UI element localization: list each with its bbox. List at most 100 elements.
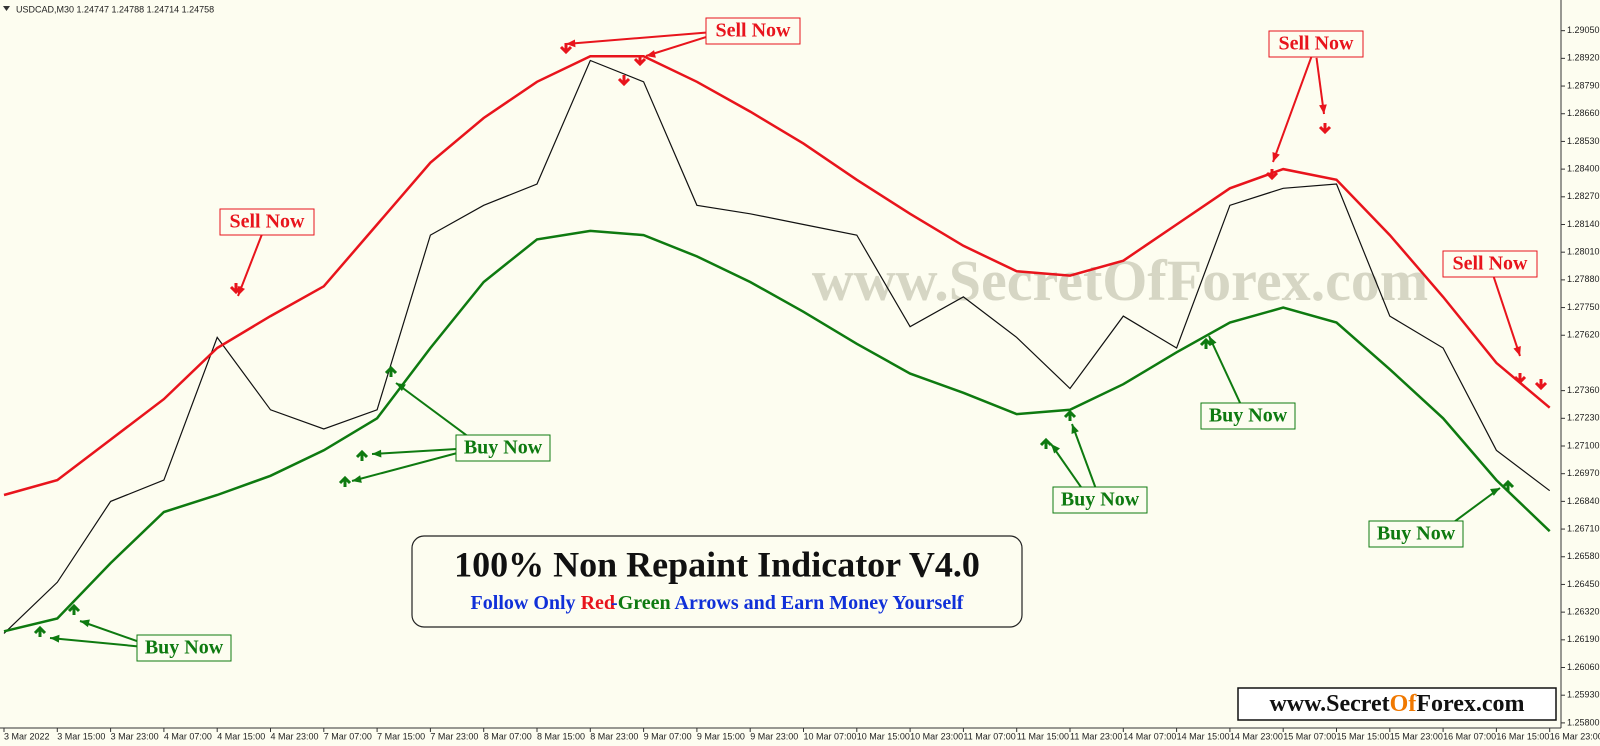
x-tick-label: 14 Mar 15:00 (1177, 731, 1230, 741)
sell-arrow (1318, 123, 1332, 135)
title: 100% Non Repaint Indicator V4.0 (454, 544, 980, 584)
pointer-line (1315, 57, 1325, 115)
x-tick-label: 10 Mar 23:00 (910, 731, 963, 741)
pointer-line (395, 382, 475, 442)
y-tick-label: 1.26320 (1567, 607, 1600, 617)
annotation-box (136, 634, 232, 662)
y-tick-label: 1.28140 (1567, 219, 1600, 229)
x-tick-label: 15 Mar 07:00 (1283, 731, 1336, 741)
annotation: Sell Now (716, 20, 792, 42)
subtitle-part: Arrows and Earn Money Yourself (675, 592, 964, 614)
annotation-box (1442, 250, 1538, 278)
pointer-head (566, 39, 576, 48)
y-tick-label: 1.27750 (1567, 302, 1600, 312)
annotation-box (1052, 486, 1148, 514)
buy-arrow (355, 449, 369, 461)
x-tick-label: 9 Mar 07:00 (644, 731, 692, 741)
pointer-line (565, 30, 714, 45)
subtitle-part: Follow Only (471, 592, 576, 614)
annotation-box (705, 17, 801, 45)
x-tick-label: 10 Mar 15:00 (857, 731, 910, 741)
subtitle-part: Red (581, 592, 615, 614)
pointer-head (1272, 152, 1280, 162)
subtitle-part: Green (618, 592, 671, 614)
y-tick-label: 1.26450 (1567, 579, 1600, 589)
y-tick-label: 1.28790 (1567, 80, 1600, 90)
x-tick-label: 8 Mar 15:00 (537, 731, 585, 741)
pointer-line (1272, 56, 1313, 163)
x-tick-label: 4 Mar 07:00 (164, 731, 212, 741)
subtitle: Follow Only Red-Green Arrows and Earn Mo… (471, 592, 964, 614)
x-tick-label: 7 Mar 23:00 (430, 731, 478, 741)
y-tick-label: 1.27230 (1567, 413, 1600, 423)
pointer-head (80, 619, 90, 628)
sell-arrow (1534, 379, 1548, 391)
sell-arrow (559, 43, 573, 55)
x-tick-label: 3 Mar 15:00 (57, 731, 105, 741)
y-tick-label: 1.28270 (1567, 191, 1600, 201)
brand-part: Of (1390, 691, 1418, 717)
buy-arrow (1501, 479, 1515, 491)
x-tick-label: 3 Mar 2022 (4, 731, 50, 741)
x-tick-label: 4 Mar 23:00 (271, 731, 319, 741)
pointer-head (237, 286, 245, 296)
buy-arrow (338, 475, 352, 487)
x-tick-label: 8 Mar 23:00 (590, 731, 638, 741)
y-tick-label: 1.28010 (1567, 247, 1600, 257)
y-tick-label: 1.27880 (1567, 274, 1600, 284)
pointer-line (351, 450, 466, 482)
annotation: Buy Now (145, 637, 224, 659)
annotation: Sell Now (230, 211, 306, 233)
x-tick-label: 15 Mar 15:00 (1337, 731, 1390, 741)
buy-arrow (33, 625, 47, 637)
x-tick-label: 11 Mar 23:00 (1070, 731, 1122, 741)
pointer-line (79, 620, 147, 646)
buy-arrow (384, 365, 398, 377)
annotation: Buy Now (464, 437, 543, 459)
pointer-line (49, 637, 145, 648)
pointer-head (396, 383, 406, 392)
buy-arrow (1063, 409, 1077, 421)
x-tick-label: 9 Mar 15:00 (697, 731, 745, 741)
x-tick-label: 9 Mar 23:00 (750, 731, 798, 741)
x-tick-label: 7 Mar 07:00 (324, 731, 372, 741)
plot: Sell Now Sell Now Sell Now Sell Now Buy Now B… (3, 17, 1551, 662)
annotation-box (1268, 30, 1364, 58)
subtitle-part: - (611, 592, 618, 614)
header: USDCAD,M30 1.24747 1.24788 1.24714 1.247… (16, 4, 214, 14)
pointer-head (1490, 488, 1500, 496)
y-tick-label: 1.26840 (1567, 496, 1600, 506)
y-tick-label: 1.26710 (1567, 523, 1600, 533)
x-tick-label: 16 Mar 15:00 (1496, 731, 1549, 741)
pointer-line (1492, 276, 1521, 357)
pointer-head (1319, 104, 1327, 114)
x-tick-label: 16 Mar 23:00 (1550, 731, 1600, 741)
x-tick-label: 16 Mar 07:00 (1443, 731, 1496, 741)
y-tick-label: 1.29050 (1567, 25, 1600, 35)
y-tick-label: 1.26060 (1567, 662, 1600, 672)
pointer-line (1071, 423, 1097, 488)
annotation: Sell Now (1279, 33, 1355, 55)
y-tick-label: 1.26190 (1567, 634, 1600, 644)
sell-arrow (1513, 373, 1527, 385)
pointer-line (1208, 335, 1242, 404)
pointer-line (645, 33, 716, 57)
brand-part: www.Secret (1269, 691, 1389, 717)
annotation: Buy Now (1061, 489, 1140, 511)
pointer-head (1071, 424, 1079, 434)
y-tick-label: 1.25800 (1567, 717, 1600, 727)
x-tick-label: 8 Mar 07:00 (484, 731, 532, 741)
pointer-head (1209, 336, 1217, 346)
pointer-head (352, 475, 362, 483)
pointer-line (371, 447, 464, 455)
y-tick-label: 1.28530 (1567, 136, 1600, 146)
buy-arrow (1039, 437, 1053, 449)
series-line (3, 59, 1551, 634)
sell-arrow (1265, 169, 1279, 181)
annotation: Buy Now (1377, 523, 1456, 545)
annotation: Sell Now (1453, 253, 1529, 275)
x-tick-label: 3 Mar 23:00 (111, 731, 159, 741)
pointer-head (1513, 346, 1521, 356)
title-box (411, 535, 1023, 628)
